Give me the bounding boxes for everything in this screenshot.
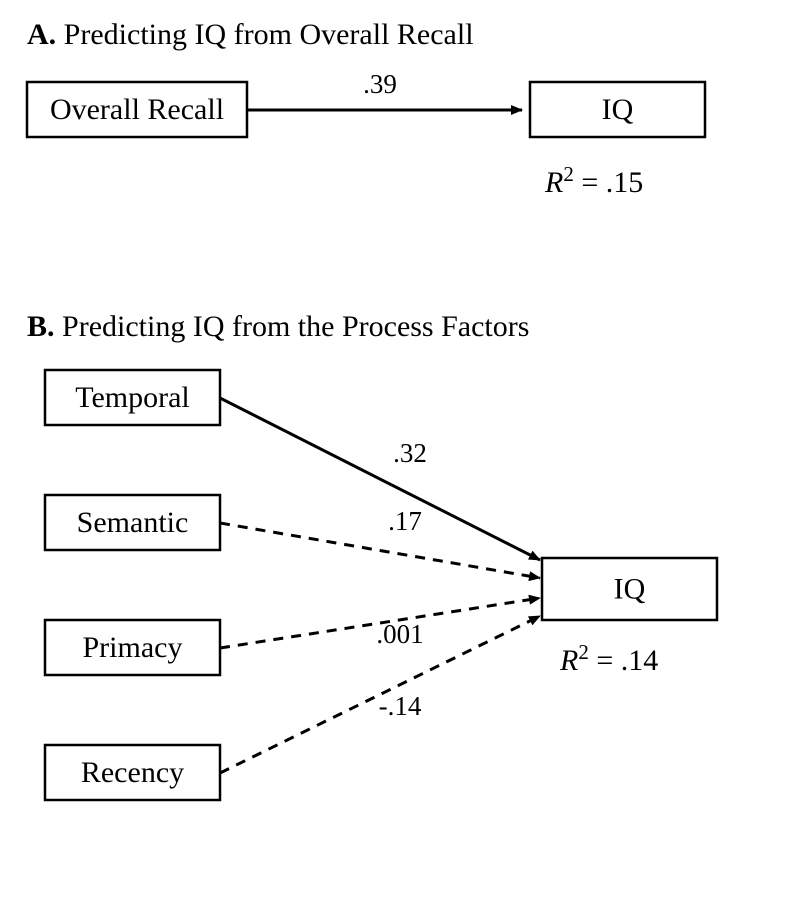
edge-label-temporal-iqB: .32 xyxy=(393,438,427,468)
node-label-recency: Recency xyxy=(81,756,184,789)
panel-a-text: Predicting IQ from Overall Recall xyxy=(64,18,474,51)
edge-label-overall-iqA: .39 xyxy=(363,69,397,99)
panel-b-title: B. Predicting IQ from the Process Factor… xyxy=(27,310,529,344)
panel-b-letter: B. xyxy=(27,310,55,343)
node-label-semantic: Semantic xyxy=(77,506,189,539)
panel-a-rsquared: R2 = .15 xyxy=(545,162,643,200)
diagram-container: A. Predicting IQ from Overall Recall B. … xyxy=(0,0,800,910)
panel-a-letter: A. xyxy=(27,18,56,51)
edge-semantic-iqB xyxy=(220,523,540,578)
diagram-svg: .39 Overall Recall IQ .32 .17 .001 -.14 Tempora… xyxy=(0,0,800,910)
edge-temporal-iqB xyxy=(220,398,540,560)
node-label-iqB: IQ xyxy=(614,573,646,606)
node-label-temporal: Temporal xyxy=(75,381,190,414)
edge-label-primacy-iqB: .001 xyxy=(376,619,423,649)
panel-a-title: A. Predicting IQ from Overall Recall xyxy=(27,18,474,52)
edge-label-semantic-iqB: .17 xyxy=(388,506,422,536)
node-label-primacy: Primacy xyxy=(83,631,183,664)
edge-label-recency-iqB: -.14 xyxy=(379,691,422,721)
node-label-iqA: IQ xyxy=(602,93,634,126)
node-label-overall: Overall Recall xyxy=(50,93,224,126)
panel-b-text: Predicting IQ from the Process Factors xyxy=(62,310,529,343)
panel-b-rsquared: R2 = .14 xyxy=(560,640,658,678)
